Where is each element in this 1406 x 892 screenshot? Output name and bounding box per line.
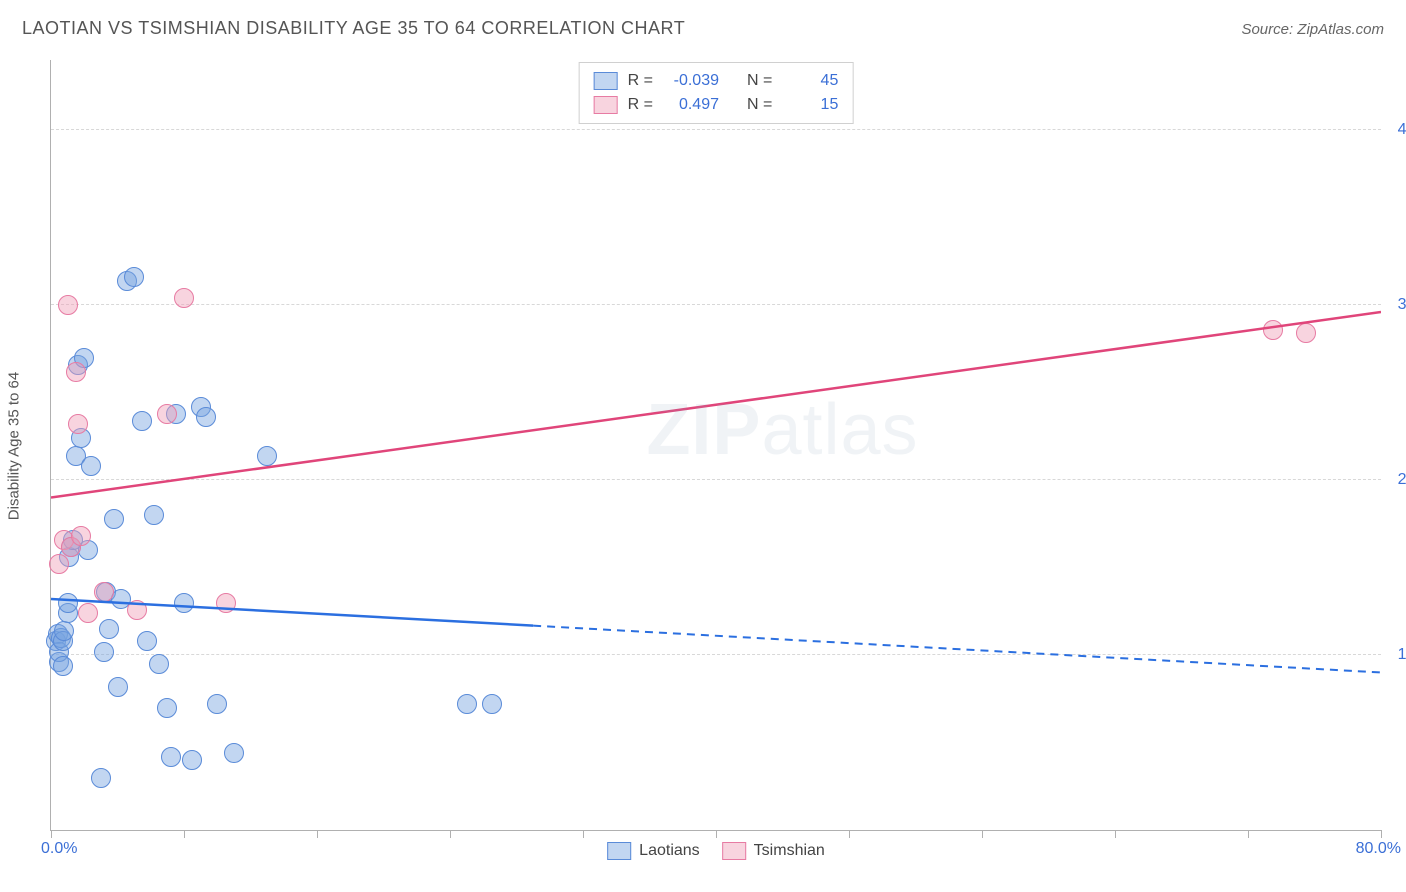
data-point (68, 414, 88, 434)
gridline (51, 304, 1381, 305)
x-tick (1115, 830, 1116, 838)
data-point (58, 593, 78, 613)
gridline (51, 129, 1381, 130)
x-tick (184, 830, 185, 838)
data-point (58, 295, 78, 315)
data-point (157, 698, 177, 718)
data-point (99, 619, 119, 639)
data-point (174, 288, 194, 308)
y-tick-label: 40.0% (1398, 121, 1406, 139)
data-point (257, 446, 277, 466)
data-point (53, 656, 73, 676)
x-tick (716, 830, 717, 838)
data-point (137, 631, 157, 651)
legend-item-laotians: Laotians (607, 842, 700, 860)
x-tick (849, 830, 850, 838)
legend-row-laotians: R = -0.039 N = 45 (594, 69, 839, 93)
data-point (174, 593, 194, 613)
x-tick (51, 830, 52, 838)
data-point (457, 694, 477, 714)
data-point (161, 747, 181, 767)
data-point (144, 505, 164, 525)
data-point (91, 768, 111, 788)
data-point (196, 407, 216, 427)
data-point (54, 621, 74, 641)
data-point (157, 404, 177, 424)
y-axis-title: Disability Age 35 to 64 (6, 372, 23, 520)
swatch-pink-icon (722, 842, 746, 860)
chart-title: LAOTIAN VS TSIMSHIAN DISABILITY AGE 35 T… (22, 18, 685, 39)
data-point (149, 654, 169, 674)
y-tick-label: 10.0% (1398, 646, 1406, 664)
data-point (49, 554, 69, 574)
swatch-blue-icon (607, 842, 631, 860)
legend-item-tsimshian: Tsimshian (722, 842, 825, 860)
data-point (66, 362, 86, 382)
data-point (127, 600, 147, 620)
x-tick (317, 830, 318, 838)
swatch-blue-icon (594, 72, 618, 90)
y-tick-label: 30.0% (1398, 296, 1406, 314)
correlation-legend: R = -0.039 N = 45 R = 0.497 N = 15 (579, 62, 854, 124)
gridline (51, 479, 1381, 480)
legend-row-tsimshian: R = 0.497 N = 15 (594, 93, 839, 117)
data-point (1296, 323, 1316, 343)
data-point (108, 677, 128, 697)
data-point (71, 526, 91, 546)
data-point (1263, 320, 1283, 340)
data-point (224, 743, 244, 763)
data-point (124, 267, 144, 287)
data-point (216, 593, 236, 613)
x-tick (450, 830, 451, 838)
data-point (94, 582, 114, 602)
x-axis-max-label: 80.0% (1356, 840, 1401, 858)
swatch-pink-icon (594, 96, 618, 114)
series-legend: Laotians Tsimshian (607, 842, 825, 860)
x-tick (982, 830, 983, 838)
data-point (182, 750, 202, 770)
data-point (482, 694, 502, 714)
source-attribution: Source: ZipAtlas.com (1241, 21, 1384, 38)
data-point (78, 603, 98, 623)
data-point (104, 509, 124, 529)
x-axis-min-label: 0.0% (41, 840, 77, 858)
x-tick (1381, 830, 1382, 838)
gridline (51, 654, 1381, 655)
data-point (207, 694, 227, 714)
data-point (94, 642, 114, 662)
y-tick-label: 20.0% (1398, 471, 1406, 489)
data-point (132, 411, 152, 431)
x-tick (1248, 830, 1249, 838)
x-tick (583, 830, 584, 838)
data-point (81, 456, 101, 476)
scatter-plot: 10.0%20.0%30.0%40.0% ZIPatlas R = -0.039… (50, 60, 1381, 831)
